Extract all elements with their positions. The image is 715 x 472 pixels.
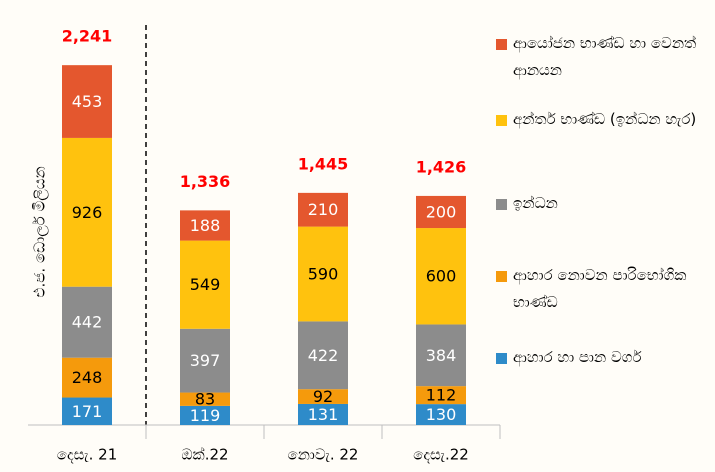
total-label: 1,336 (180, 172, 231, 191)
bar-segment (180, 405, 230, 425)
total-label: 1,426 (416, 157, 467, 176)
y-axis-label: එ.ජ. ඩොලර් මිලියන (31, 166, 49, 297)
legend-label: ඉන්ධන (513, 194, 558, 212)
data-label: 171 (72, 402, 103, 421)
bar-segment (416, 324, 466, 387)
bar-segment (416, 195, 466, 229)
data-label: 453 (72, 92, 103, 111)
data-label: 112 (426, 386, 457, 405)
data-label: 422 (308, 346, 339, 365)
legend-item: ඉන්ධන (496, 190, 711, 217)
legend-item: ආහාර නොවන පාරිභෝගික භාණ්ඩ (496, 262, 711, 316)
bar-segment (416, 404, 466, 425)
data-label: 119 (190, 406, 221, 425)
bar-segment (180, 392, 230, 406)
legend-item: ආයෝජන භාණ්ඩ හා වෙනත් ආනයන (496, 30, 711, 84)
bar-segment (416, 386, 466, 405)
legend-swatch (496, 39, 507, 50)
bar-segment (180, 328, 230, 393)
data-label: 130 (426, 405, 457, 424)
bar-segment (298, 321, 348, 390)
data-label: 248 (72, 368, 103, 387)
legend-label: අන්තර් භාණ්ඩ (ඉන්ධන හැර) (513, 110, 697, 128)
bar-segment (298, 403, 348, 425)
total-label: 1,445 (298, 154, 349, 173)
bar-segment (180, 210, 230, 241)
bar-segment (62, 397, 112, 425)
bar-segment (62, 357, 112, 398)
bar-segment (62, 137, 112, 287)
data-label: 590 (308, 264, 339, 283)
data-label: 131 (308, 405, 339, 424)
bar-segment (298, 389, 348, 404)
x-tick-label: ඔක්.22 (181, 445, 228, 463)
data-label: 549 (190, 275, 221, 294)
x-tick-label: නොවැ. 22 (288, 446, 359, 464)
data-label: 600 (426, 267, 457, 286)
x-tick-label: දෙසැ.22 (413, 446, 469, 464)
legend-swatch (496, 199, 507, 210)
bar-segment (416, 228, 466, 325)
data-label: 210 (308, 200, 339, 219)
legend-label: ආහාර හා පාන වර්ග (513, 348, 642, 366)
legend-swatch (496, 271, 507, 282)
data-label: 384 (426, 346, 457, 365)
legend-swatch (496, 115, 507, 126)
bar-segment (62, 286, 112, 358)
bar-segment (180, 240, 230, 329)
bar-segment (298, 226, 348, 322)
legend-item: ආහාර හා පාන වර්ග (496, 344, 711, 371)
data-label: 200 (426, 202, 457, 221)
bar-segment (298, 192, 348, 227)
x-tick-label: දෙසැ. 21 (57, 446, 117, 464)
data-label: 83 (195, 390, 215, 409)
bar-segment (62, 65, 112, 138)
legend-label: ආයෝජන භාණ්ඩ හා වෙනත් ආනයන (513, 34, 697, 79)
total-label: 2,241 (62, 27, 113, 46)
data-label: 92 (313, 387, 333, 406)
legend-swatch (496, 353, 507, 364)
data-label: 926 (72, 203, 103, 222)
legend-item: අන්තර් භාණ්ඩ (ඉන්ධන හැර) (496, 106, 711, 133)
data-label: 188 (190, 216, 221, 235)
legend-label: ආහාර නොවන පාරිභෝගික භාණ්ඩ (513, 266, 687, 311)
data-label: 442 (72, 313, 103, 332)
data-label: 397 (190, 351, 221, 370)
